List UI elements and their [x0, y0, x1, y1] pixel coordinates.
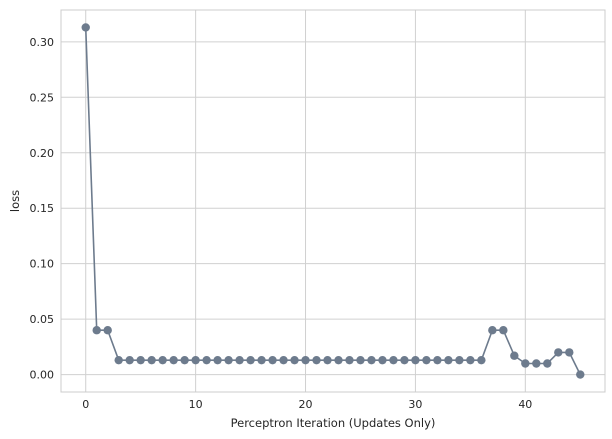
- x-tick-label: 20: [299, 398, 313, 411]
- data-point: [92, 326, 101, 335]
- y-tick-label: 0.15: [30, 202, 55, 215]
- data-point: [444, 355, 453, 365]
- x-tick-label: 0: [82, 398, 89, 411]
- y-axis-label: loss: [8, 190, 22, 212]
- series-line: [84, 27, 581, 375]
- y-tick-label: 0.30: [30, 36, 55, 49]
- y-tick-label: 0.05: [30, 313, 55, 326]
- y-tick-label: 0.20: [30, 147, 55, 160]
- data-point: [114, 355, 123, 365]
- y-tick-label: 0.25: [30, 91, 55, 104]
- x-tick-label: 10: [189, 398, 203, 411]
- data-point: [312, 355, 321, 365]
- data-point: [455, 355, 464, 365]
- data-point: [521, 359, 530, 368]
- data-point: [268, 355, 277, 365]
- data-point: [323, 355, 332, 365]
- data-point: [477, 355, 486, 365]
- data-point: [378, 355, 387, 365]
- y-tick-label: 0.00: [30, 369, 55, 382]
- data-point: [576, 370, 585, 379]
- x-axis-label: Perceptron Iteration (Updates Only): [231, 416, 436, 430]
- data-point: [191, 355, 200, 365]
- x-tick-label: 30: [408, 398, 422, 411]
- data-point: [389, 355, 398, 365]
- x-axis-ticks: 0 10 20 30 40: [82, 398, 532, 411]
- y-tick-label: 0.10: [30, 258, 55, 271]
- data-point: [158, 355, 167, 365]
- grid-lines: [61, 10, 605, 392]
- data-point: [565, 348, 574, 357]
- data-point: [257, 355, 266, 365]
- x-tick-label: 40: [518, 398, 532, 411]
- data-point: [488, 326, 497, 335]
- data-point: [301, 355, 310, 365]
- data-point: [334, 355, 343, 365]
- data-point: [543, 359, 552, 368]
- data-point: [213, 355, 222, 365]
- data-point: [169, 355, 178, 365]
- data-point: [224, 355, 233, 365]
- data-point: [290, 355, 299, 365]
- data-point: [81, 23, 90, 32]
- data-point: [125, 355, 134, 365]
- data-point: [466, 355, 475, 365]
- data-point: [279, 355, 288, 365]
- data-point: [136, 355, 145, 365]
- data-point: [345, 355, 354, 365]
- data-point: [400, 355, 409, 365]
- data-point: [532, 359, 541, 368]
- data-point: [202, 355, 211, 365]
- data-point: [147, 355, 156, 365]
- data-point: [554, 348, 563, 357]
- data-point: [510, 351, 519, 360]
- data-point: [499, 326, 508, 335]
- data-point: [180, 355, 189, 365]
- plot-frame: [60, 9, 606, 393]
- data-point: [422, 355, 431, 365]
- data-point: [433, 355, 442, 365]
- data-point: [411, 355, 420, 365]
- plot-background: [61, 10, 605, 392]
- loss-series: [81, 23, 585, 379]
- data-point: [246, 355, 255, 365]
- data-point: [367, 355, 376, 365]
- y-axis-ticks: 0.00 0.05 0.10 0.15 0.20 0.25 0.30: [30, 36, 55, 382]
- data-point: [356, 355, 365, 365]
- data-point: [103, 326, 112, 335]
- data-point: [235, 355, 244, 365]
